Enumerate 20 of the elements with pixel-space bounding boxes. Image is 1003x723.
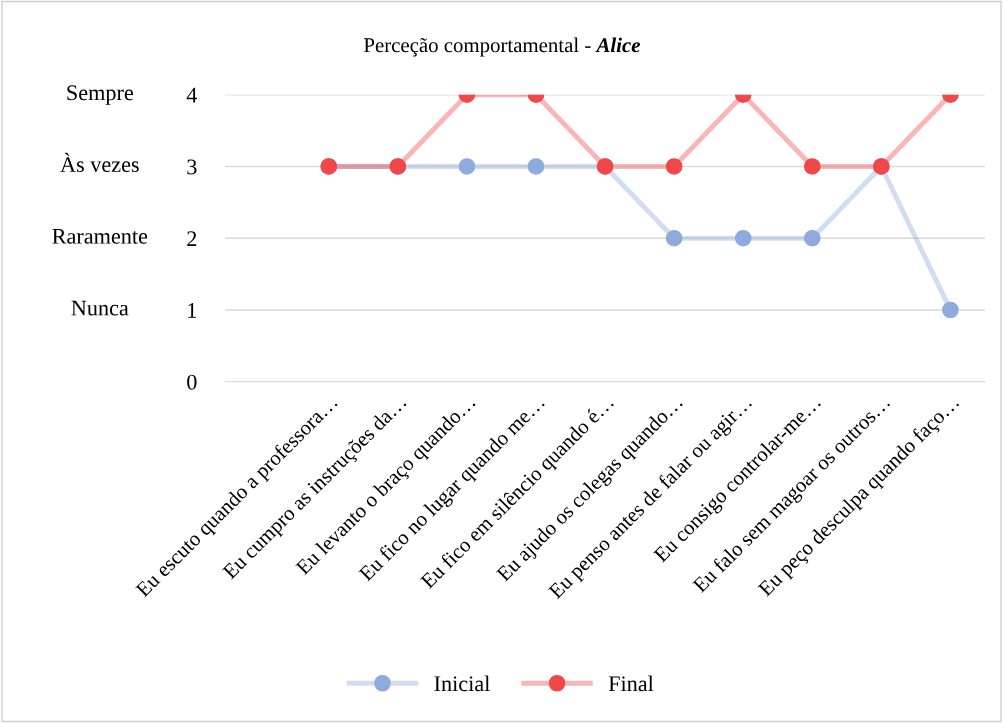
text: Às vezes [60,152,139,173]
legend-label: Inicial [434,675,490,692]
point [665,158,683,175]
point [803,229,821,247]
y-tick-label: 2 [187,231,197,246]
point [458,158,476,175]
y-tick-label: 3 [187,159,197,175]
text: Raramente [52,229,148,244]
point [527,158,545,175]
legend-label: Final [608,675,654,692]
point [665,229,683,247]
y-tick-label: 0 [187,374,197,390]
point [942,301,959,319]
point [734,229,752,247]
y-tick-label: 1 [188,303,197,318]
text: Sempre [67,85,133,105]
chart-title: Perceção comportamental - Alice [363,37,641,57]
text: Nunca [71,300,129,316]
point [803,158,821,175]
y-tick-label: 4 [186,87,198,103]
